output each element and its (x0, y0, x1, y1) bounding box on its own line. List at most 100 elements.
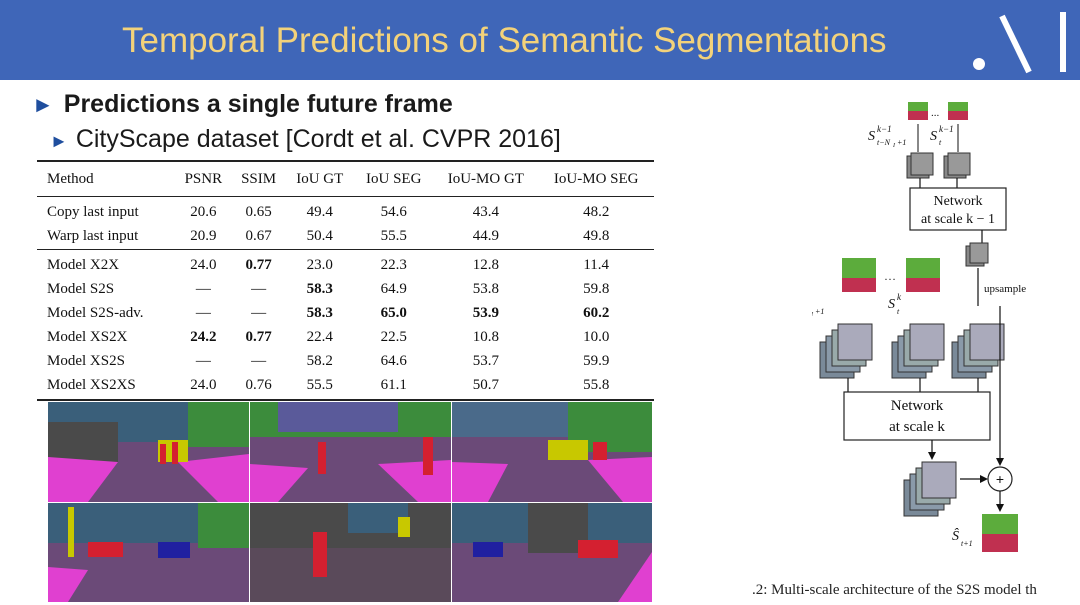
table-cell: 64.9 (380, 281, 407, 297)
svg-text:k−1: k−1 (939, 124, 954, 134)
table-cell: — (195, 281, 211, 297)
table-cell: 24.2 (190, 329, 217, 345)
table-row: Model X2X 24.0 0.77 23.0 22.3 12.8 11.4 (37, 249, 654, 278)
table-cell: 59.8 (583, 281, 610, 297)
svg-text:Ŝ: Ŝ (952, 527, 959, 544)
output-feature-stack (903, 461, 957, 517)
top-input-thumbnails: ... (908, 102, 968, 120)
table-cell: 24.0 (174, 374, 232, 401)
svg-text:S: S (888, 297, 895, 312)
table-row: Model XS2XS 24.0 0.76 55.5 61.1 50.7 55.… (37, 374, 654, 401)
university-logo-icon (973, 12, 1066, 74)
column-header: IoU-MO GT (433, 160, 539, 197)
sum-symbol: + (996, 471, 1004, 487)
upsample-label: upsample (984, 283, 1026, 295)
table-row: Model S2S — — 58.3 64.9 53.8 59.8 (37, 278, 654, 302)
table-cell: 22.3 (354, 249, 434, 278)
bullet-triangle-icon: ► (32, 92, 54, 117)
table-row: Copy last input 20.6 0.65 49.4 54.6 43.4… (37, 197, 654, 226)
table-cell: 10.8 (472, 329, 499, 345)
output-thumbnail (982, 514, 1018, 552)
table-cell: Model XS2S (47, 353, 125, 369)
table-cell: — (251, 281, 267, 297)
column-header: SSIM (231, 160, 286, 197)
table-cell: 50.4 (306, 228, 333, 244)
table-cell: 50.7 (433, 374, 539, 401)
svg-text:t: t (897, 307, 900, 316)
table-cell: Model S2S (47, 281, 115, 297)
table-cell: — (251, 305, 267, 321)
table-cell: — (251, 353, 267, 369)
table-cell: 55.5 (380, 228, 407, 244)
table-cell: 49.8 (583, 228, 610, 244)
mid-feature-stacks (819, 323, 1005, 379)
table-cell: 61.1 (354, 374, 434, 401)
column-header: PSNR (174, 160, 232, 197)
table-cell: 44.9 (472, 228, 499, 244)
table-row: Warp last input 20.9 0.67 50.4 55.5 44.9… (37, 225, 654, 250)
ellipsis-label: … (884, 269, 896, 283)
segmentation-frame (48, 402, 249, 502)
bullet-secondary: ► CityScape dataset [Cordt et al. CVPR 20… (50, 125, 561, 154)
table-cell: 53.8 (472, 281, 499, 297)
table-cell: Model S2S-adv. (47, 305, 144, 321)
svg-text:S: S (930, 129, 937, 144)
column-header: IoU-MO SEG (538, 160, 654, 197)
table-cell: 0.77 (245, 329, 272, 345)
segmentation-examples-image (48, 402, 652, 602)
table-cell: 24.0 (174, 249, 232, 278)
table-cell: 48.2 (583, 204, 610, 220)
table-cell: 20.6 (190, 204, 217, 220)
table-cell: 58.2 (306, 353, 333, 369)
table-cell: — (195, 305, 211, 321)
input-label-top: S k−1 t−N I +1 S k−1 t (868, 124, 954, 149)
table-cell: 53.7 (472, 353, 499, 369)
table-cell: 23.0 (285, 249, 355, 278)
table-cell: 54.6 (380, 204, 407, 220)
slide-title: Temporal Predictions of Semantic Segment… (122, 21, 887, 60)
svg-text:I: I (812, 312, 814, 318)
mid-input-thumbnails: … (842, 258, 940, 292)
table-cell: 22.5 (380, 329, 407, 345)
table-cell: 60.2 (583, 305, 610, 321)
output-label: Ŝ t+1 (952, 527, 973, 548)
table-cell: Warp last input (47, 228, 139, 244)
table-cell: 58.3 (306, 281, 333, 297)
segmentation-frame (250, 402, 451, 502)
table-cell: 65.0 (380, 305, 407, 321)
table-cell: 11.4 (538, 249, 654, 278)
network-top-line1: Network (934, 194, 983, 209)
table-cell: 58.3 (306, 305, 333, 321)
architecture-diagram: ... S k−1 t−N I +1 S k−1 t Network at scal… (812, 102, 1026, 552)
ellipsis-label: ... (931, 107, 940, 119)
svg-text:k−1: k−1 (877, 124, 892, 134)
column-header: IoU GT (285, 160, 355, 197)
results-table: Method PSNR SSIM IoU GT IoU SEG IoU-MO G… (37, 160, 654, 401)
table-cell: 0.67 (245, 228, 272, 244)
bullet-secondary-text: CityScape dataset [Cordt et al. CVPR 201… (75, 125, 561, 153)
table-row: Model XS2S — — 58.2 64.6 53.7 59.9 (37, 350, 654, 374)
svg-text:I: I (892, 143, 896, 149)
table-cell: Copy last input (47, 204, 139, 220)
input-label-mid: S k t−NI+1 S k t (812, 292, 902, 318)
table-cell: 10.0 (583, 329, 610, 345)
table-cell: 55.5 (285, 374, 355, 401)
svg-text:k: k (897, 292, 902, 302)
segmentation-frame (452, 503, 652, 602)
table-cell: 55.8 (538, 374, 654, 401)
network-box-top (909, 187, 1007, 231)
table-header-row: Method PSNR SSIM IoU GT IoU SEG IoU-MO G… (37, 160, 654, 197)
table-cell: — (195, 353, 211, 369)
table-cell: 49.4 (306, 204, 333, 220)
table-row: Model XS2X 24.2 0.77 22.4 22.5 10.8 10.0 (37, 326, 654, 350)
table-cell: 0.76 (231, 374, 286, 401)
bullet-primary-text: Predictions a single future frame (63, 90, 453, 118)
slide-header: Temporal Predictions of Semantic Segment… (0, 0, 1080, 80)
table-cell: Model X2X (37, 249, 175, 278)
column-header: IoU SEG (354, 160, 434, 197)
svg-text:t: t (939, 138, 942, 147)
table-cell: 22.4 (306, 329, 333, 345)
svg-text:t−N: t−N (877, 138, 891, 147)
upsample-thumbnail (965, 242, 989, 267)
table-cell: 0.65 (245, 204, 272, 220)
